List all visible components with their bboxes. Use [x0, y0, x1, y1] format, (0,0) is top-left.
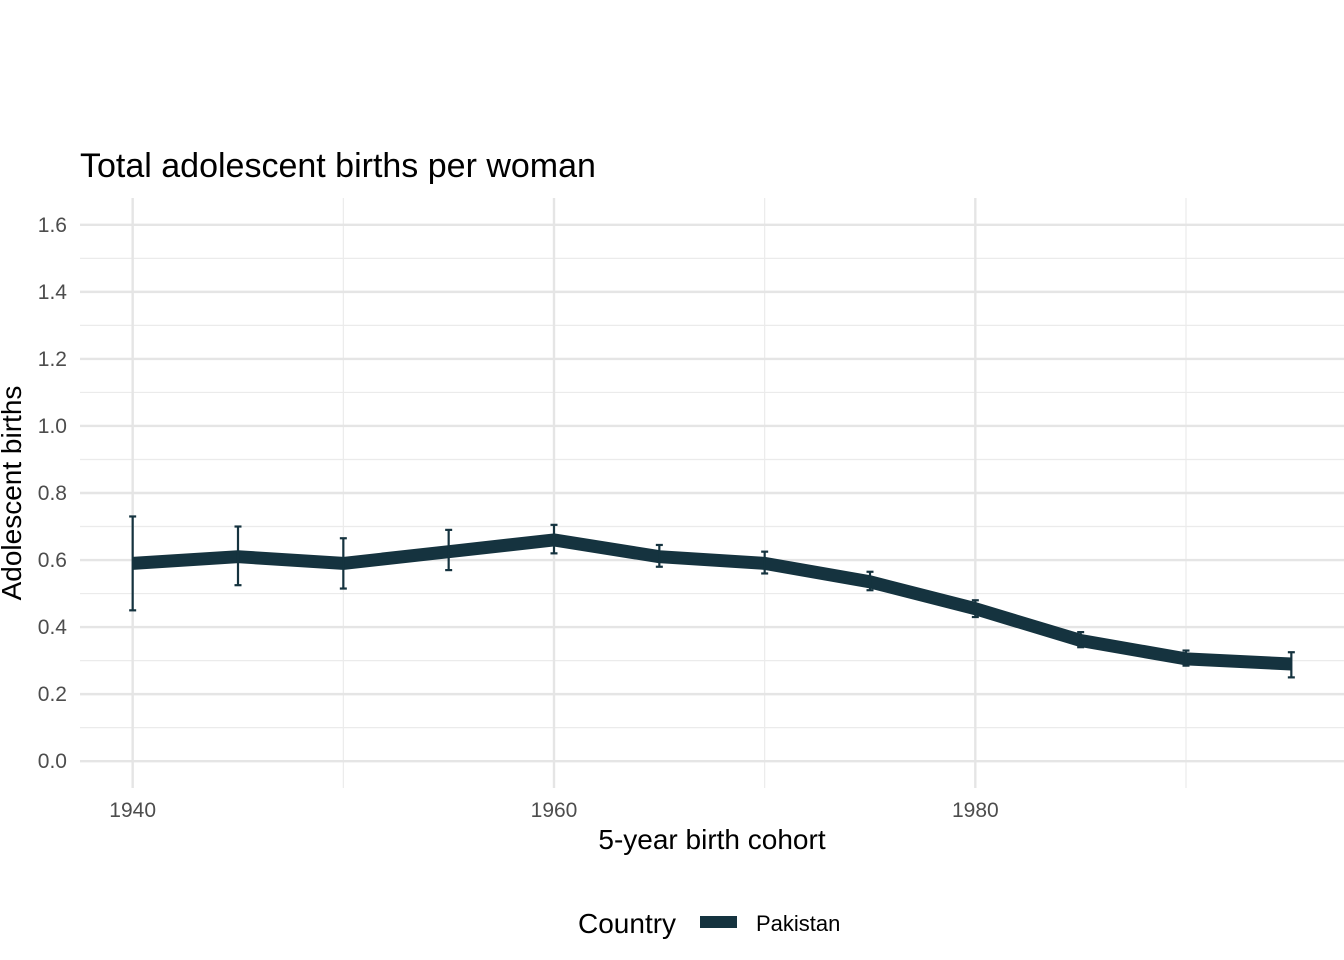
x-axis-title: 5-year birth cohort — [598, 824, 825, 855]
error-bar — [550, 523, 558, 555]
legend-label-pakistan: Pakistan — [756, 911, 840, 936]
x-tick-label: 1960 — [531, 799, 578, 822]
series-line-pakistan — [132, 533, 1292, 671]
major-gridlines — [80, 198, 1344, 788]
y-tick-label: 0.2 — [38, 683, 67, 706]
legend-key-pakistan — [700, 916, 737, 928]
y-axis-tick-labels: 0.0 0.2 0.4 0.6 0.8 1.0 1.2 1.4 1.6 — [38, 214, 68, 773]
error-bars — [129, 515, 1295, 679]
x-tick-label: 1980 — [952, 799, 999, 822]
error-bar — [866, 570, 874, 592]
error-bar — [761, 550, 769, 575]
error-bar — [971, 599, 979, 619]
legend: Country Pakistan — [578, 908, 840, 939]
y-tick-label: 1.6 — [38, 214, 67, 237]
legend-title: Country — [578, 908, 676, 939]
minor-gridlines — [80, 198, 1344, 788]
error-bar — [234, 525, 242, 587]
error-bar — [445, 528, 453, 572]
y-tick-label: 0.6 — [38, 549, 67, 572]
error-bar — [339, 537, 347, 590]
error-bar — [1182, 649, 1190, 667]
y-tick-label: 1.0 — [38, 415, 67, 438]
x-axis-tick-labels: 1940 1960 1980 — [109, 799, 998, 822]
error-bar — [1287, 651, 1295, 679]
chart-title: Total adolescent births per woman — [80, 147, 596, 185]
y-tick-label: 1.2 — [38, 348, 67, 371]
y-tick-label: 1.4 — [38, 281, 68, 304]
x-tick-label: 1940 — [109, 799, 156, 822]
y-tick-label: 0.0 — [38, 750, 67, 773]
y-axis-title: Adolescent births — [0, 386, 27, 601]
error-bar — [1077, 631, 1085, 649]
y-tick-label: 0.4 — [38, 616, 68, 639]
error-bar — [655, 543, 663, 568]
series-layer — [132, 533, 1292, 671]
y-tick-label: 0.8 — [38, 482, 67, 505]
error-bar — [129, 515, 137, 612]
